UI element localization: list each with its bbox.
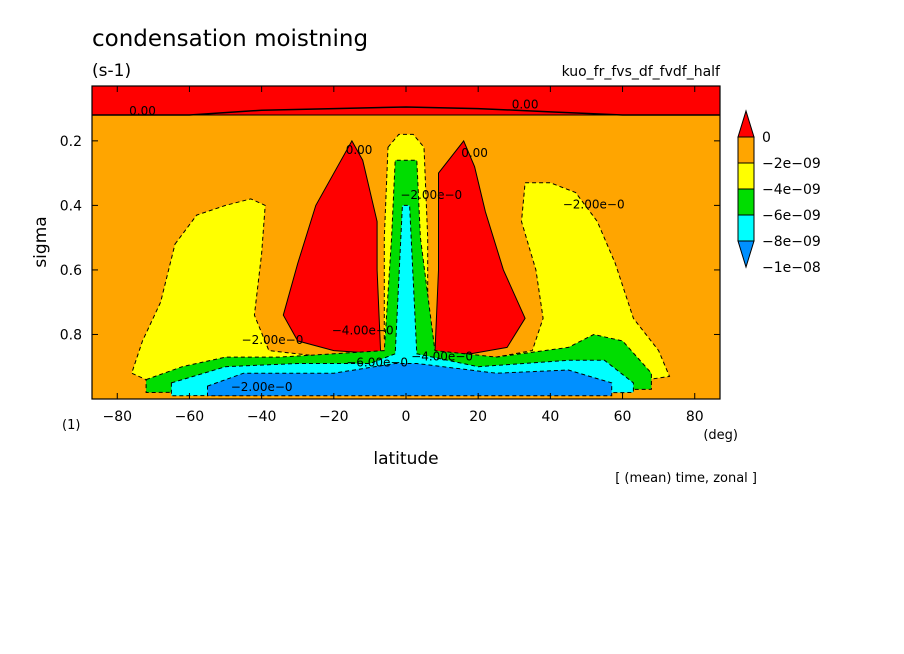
colorbar-segment xyxy=(737,214,755,242)
contour-label: −4.00e−0 xyxy=(411,349,473,363)
colorbar-segment xyxy=(737,162,755,190)
y-tick-label: 0.8 xyxy=(60,327,82,343)
zero-contour xyxy=(92,106,720,116)
colorbar-segment xyxy=(737,136,755,164)
x-axis-unit: (deg) xyxy=(703,428,738,443)
contour-label: −2.00e−0 xyxy=(242,333,304,347)
x-tick-label: 60 xyxy=(614,409,632,425)
x-axis-label: latitude xyxy=(373,449,438,469)
colorbar-label: −6e−09 xyxy=(762,208,821,224)
region-northern-tropical-lobe xyxy=(434,139,526,355)
chart-units: (s-1) xyxy=(92,61,131,81)
region-southern-tropical-lobe xyxy=(282,139,382,355)
x-tick-label: 80 xyxy=(686,409,704,425)
x-tick-label: −20 xyxy=(319,409,349,425)
axes: −80 −60 −40 −20 0 20 40 60 80 0.2 0.4 0.6 0.8 xyxy=(60,85,721,425)
y-tick-label: 0.2 xyxy=(60,134,82,150)
x-tick-label: 0 xyxy=(402,409,411,425)
y-axis-unit: (1) xyxy=(62,418,80,433)
chart-title: condensation moistning xyxy=(92,26,368,52)
colorbar: 0 −2e−09 −4e−09 −6e−09 −8e−09 −1e−08 xyxy=(737,109,821,276)
plot-area: 0.00 0.00 0.00 0.00 −2.00e−0 −2.00e−0 −2.00e−0… xyxy=(91,85,721,399)
y-axis-label: sigma xyxy=(31,216,51,267)
region-northern-midlatitude xyxy=(434,182,671,387)
run-label: kuo_fr_fvs_df_fvdf_half xyxy=(562,64,721,80)
contour-label: 0.00 xyxy=(129,104,156,118)
contour-label: 0.00 xyxy=(512,98,539,112)
x-tick-label: 40 xyxy=(541,409,559,425)
contour-label: −2.00e−0 xyxy=(400,188,462,202)
colorbar-segment xyxy=(737,240,755,269)
contour-label: 0.00 xyxy=(346,143,373,157)
y-tick-label: 0.4 xyxy=(60,198,82,214)
footer-note: [ (mean) time, zonal ] xyxy=(615,471,757,486)
x-tick-label: −80 xyxy=(102,409,132,425)
contour-label: 0.00 xyxy=(461,146,488,160)
x-tick-label: −40 xyxy=(247,409,277,425)
colorbar-label: −2e−09 xyxy=(762,156,821,172)
region-near-surface-cyan xyxy=(170,204,634,397)
contour-label: −2.00e−0 xyxy=(231,380,293,394)
region-near-surface-green xyxy=(145,159,652,394)
colorbar-segment xyxy=(737,109,755,138)
colorbar-segment xyxy=(737,188,755,216)
colorbar-label: 0 xyxy=(762,130,771,146)
colorbar-label: −4e−09 xyxy=(762,182,821,198)
contour-label: −4.00e−0 xyxy=(332,323,394,337)
x-tick-label: −60 xyxy=(175,409,205,425)
contour-label: −2.00e−0 xyxy=(563,198,625,212)
x-tick-label: 20 xyxy=(469,409,487,425)
region-near-surface-blue xyxy=(207,363,613,397)
y-tick-label: 0.6 xyxy=(60,263,82,279)
colorbar-label: −1e−08 xyxy=(762,260,821,276)
contour-label: −6.00e−0 xyxy=(346,356,408,370)
colorbar-label: −8e−09 xyxy=(762,234,821,250)
